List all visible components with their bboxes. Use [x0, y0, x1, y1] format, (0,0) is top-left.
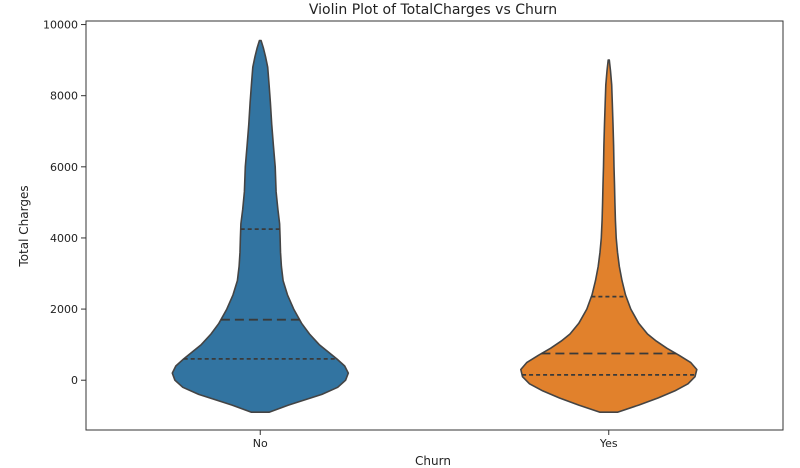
y-tick-label: 4000	[50, 232, 78, 245]
y-tick-label: 2000	[50, 303, 78, 316]
plot-frame	[85, 20, 784, 431]
violin-yes	[520, 59, 698, 413]
x-tick-label: Yes	[599, 437, 618, 450]
y-tick-label: 10000	[43, 19, 78, 32]
violin-no	[171, 39, 350, 413]
y-tick-label: 6000	[50, 161, 78, 174]
y-axis: 0 2000 4000 6000 8000 10000	[43, 19, 86, 387]
y-axis-label: Total Charges	[17, 185, 31, 267]
x-axis-label: Churn	[415, 454, 451, 468]
y-tick-label: 8000	[50, 90, 78, 103]
x-axis: No Yes	[253, 430, 618, 450]
chart-title: Violin Plot of TotalCharges vs Churn	[309, 2, 557, 18]
x-tick-label: No	[253, 437, 268, 450]
plot-area	[85, 20, 784, 431]
y-tick-label: 0	[71, 374, 78, 387]
